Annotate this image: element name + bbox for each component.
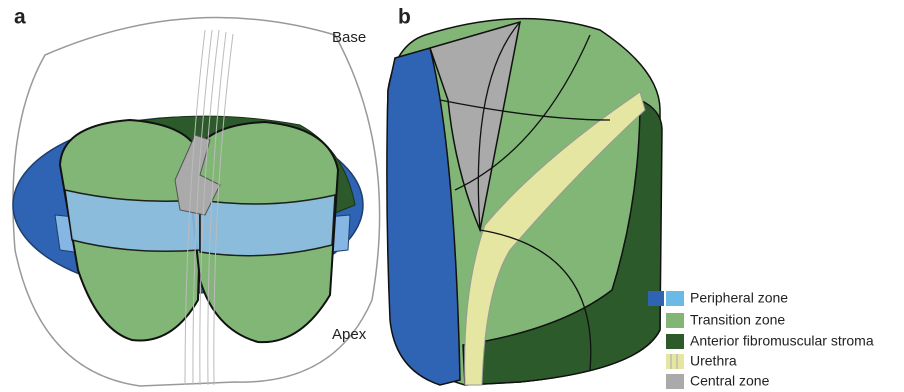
legend-swatch [666,354,684,369]
legend-swatch [666,291,684,306]
legend-swatch [666,374,684,389]
legend-label: Anterior fibromuscular stroma [690,333,874,349]
annotation: Base [332,29,366,46]
legend-label: Transition zone [690,312,785,328]
diagram: a Base Apex b Peripheral zone Transition… [0,0,904,392]
panel-a-drawing [13,18,380,386]
legend-label: Urethra [690,353,737,369]
legend-swatch [666,313,684,328]
panel-label: b [398,6,411,29]
annotation: Apex [332,326,367,343]
legend-swatch [666,334,684,349]
legend: Peripheral zone Transition zone Anterior… [648,290,874,389]
legend-swatch [648,291,664,306]
panel-b-drawing [387,19,662,385]
panel-label: a [14,6,26,29]
legend-label: Central zone [690,373,770,389]
legend-label: Peripheral zone [690,290,788,306]
